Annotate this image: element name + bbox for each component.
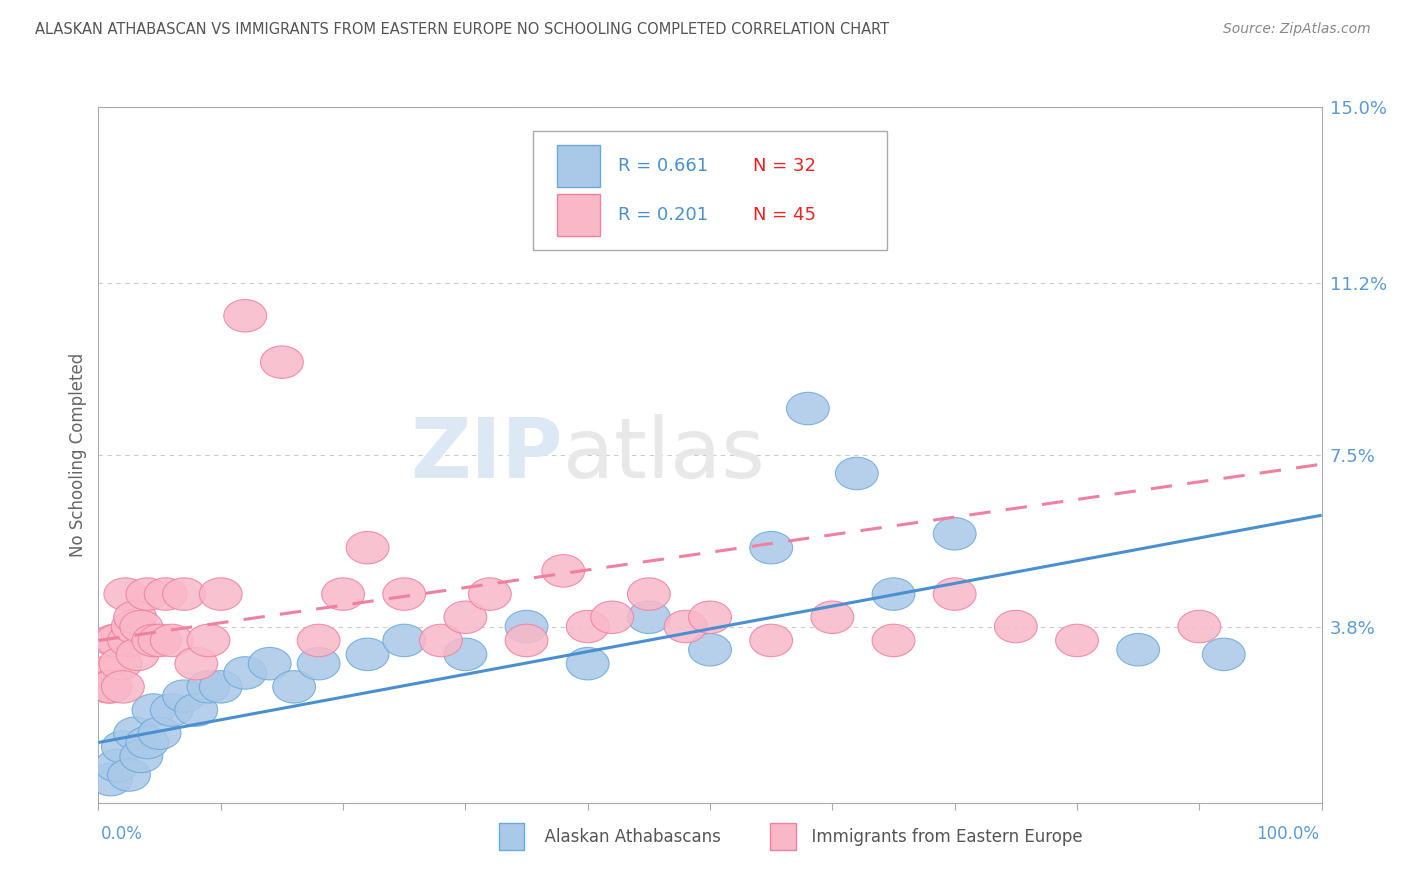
Ellipse shape bbox=[297, 624, 340, 657]
Ellipse shape bbox=[322, 578, 364, 610]
Ellipse shape bbox=[346, 532, 389, 564]
Text: 0.0%: 0.0% bbox=[101, 825, 143, 843]
Ellipse shape bbox=[382, 624, 426, 657]
Ellipse shape bbox=[145, 578, 187, 610]
Ellipse shape bbox=[382, 578, 426, 610]
Ellipse shape bbox=[132, 624, 174, 657]
Ellipse shape bbox=[444, 601, 486, 633]
Ellipse shape bbox=[114, 601, 156, 633]
Ellipse shape bbox=[689, 601, 731, 633]
Y-axis label: No Schooling Completed: No Schooling Completed bbox=[69, 353, 87, 557]
Ellipse shape bbox=[174, 694, 218, 726]
Ellipse shape bbox=[187, 671, 231, 703]
Ellipse shape bbox=[273, 671, 315, 703]
Ellipse shape bbox=[120, 740, 163, 772]
Ellipse shape bbox=[93, 624, 136, 657]
Text: Source: ZipAtlas.com: Source: ZipAtlas.com bbox=[1223, 22, 1371, 37]
Ellipse shape bbox=[150, 624, 193, 657]
Ellipse shape bbox=[1116, 633, 1160, 666]
Text: N = 45: N = 45 bbox=[752, 206, 815, 224]
Ellipse shape bbox=[96, 749, 138, 782]
Ellipse shape bbox=[297, 648, 340, 680]
Ellipse shape bbox=[934, 578, 976, 610]
FancyBboxPatch shape bbox=[533, 131, 887, 250]
Ellipse shape bbox=[127, 726, 169, 759]
Ellipse shape bbox=[83, 657, 127, 690]
Text: 100.0%: 100.0% bbox=[1256, 825, 1319, 843]
Ellipse shape bbox=[150, 694, 193, 726]
Ellipse shape bbox=[567, 610, 609, 643]
Text: Immigrants from Eastern Europe: Immigrants from Eastern Europe bbox=[801, 828, 1083, 846]
Ellipse shape bbox=[505, 610, 548, 643]
Ellipse shape bbox=[664, 610, 707, 643]
Ellipse shape bbox=[627, 578, 671, 610]
Text: N = 32: N = 32 bbox=[752, 157, 815, 175]
Ellipse shape bbox=[89, 764, 132, 796]
Ellipse shape bbox=[101, 671, 145, 703]
Ellipse shape bbox=[811, 601, 853, 633]
FancyBboxPatch shape bbox=[557, 145, 600, 187]
Ellipse shape bbox=[108, 624, 150, 657]
Ellipse shape bbox=[108, 759, 150, 791]
Text: R = 0.201: R = 0.201 bbox=[619, 206, 709, 224]
Ellipse shape bbox=[444, 638, 486, 671]
Ellipse shape bbox=[224, 657, 267, 690]
Ellipse shape bbox=[111, 610, 155, 643]
Ellipse shape bbox=[591, 601, 634, 633]
Ellipse shape bbox=[346, 638, 389, 671]
Ellipse shape bbox=[689, 633, 731, 666]
Ellipse shape bbox=[872, 624, 915, 657]
Ellipse shape bbox=[96, 624, 138, 657]
Ellipse shape bbox=[567, 648, 609, 680]
Ellipse shape bbox=[786, 392, 830, 425]
Ellipse shape bbox=[419, 624, 463, 657]
Text: atlas: atlas bbox=[564, 415, 765, 495]
Text: R = 0.661: R = 0.661 bbox=[619, 157, 709, 175]
Text: ZIP: ZIP bbox=[411, 415, 564, 495]
Ellipse shape bbox=[187, 624, 231, 657]
Ellipse shape bbox=[87, 671, 129, 703]
Ellipse shape bbox=[101, 731, 145, 764]
Ellipse shape bbox=[249, 648, 291, 680]
Text: ALASKAN ATHABASCAN VS IMMIGRANTS FROM EASTERN EUROPE NO SCHOOLING COMPLETED CORR: ALASKAN ATHABASCAN VS IMMIGRANTS FROM EA… bbox=[35, 22, 889, 37]
Ellipse shape bbox=[468, 578, 512, 610]
Ellipse shape bbox=[98, 648, 142, 680]
Ellipse shape bbox=[163, 680, 205, 713]
Ellipse shape bbox=[138, 717, 181, 749]
Text: Alaskan Athabascans: Alaskan Athabascans bbox=[534, 828, 721, 846]
Ellipse shape bbox=[138, 624, 181, 657]
Ellipse shape bbox=[200, 671, 242, 703]
Ellipse shape bbox=[89, 671, 132, 703]
Ellipse shape bbox=[114, 717, 156, 749]
Ellipse shape bbox=[1202, 638, 1246, 671]
Ellipse shape bbox=[127, 578, 169, 610]
Ellipse shape bbox=[224, 300, 267, 332]
Ellipse shape bbox=[104, 578, 146, 610]
Ellipse shape bbox=[120, 610, 163, 643]
Ellipse shape bbox=[260, 346, 304, 378]
Ellipse shape bbox=[627, 601, 671, 633]
Ellipse shape bbox=[541, 555, 585, 587]
Ellipse shape bbox=[1056, 624, 1098, 657]
Ellipse shape bbox=[872, 578, 915, 610]
Ellipse shape bbox=[749, 624, 793, 657]
Ellipse shape bbox=[132, 694, 174, 726]
Ellipse shape bbox=[934, 517, 976, 550]
Ellipse shape bbox=[117, 638, 159, 671]
Ellipse shape bbox=[174, 648, 218, 680]
Ellipse shape bbox=[749, 532, 793, 564]
FancyBboxPatch shape bbox=[557, 194, 600, 235]
Ellipse shape bbox=[994, 610, 1038, 643]
Ellipse shape bbox=[163, 578, 205, 610]
Ellipse shape bbox=[1178, 610, 1220, 643]
Ellipse shape bbox=[200, 578, 242, 610]
Ellipse shape bbox=[835, 458, 879, 490]
Ellipse shape bbox=[505, 624, 548, 657]
